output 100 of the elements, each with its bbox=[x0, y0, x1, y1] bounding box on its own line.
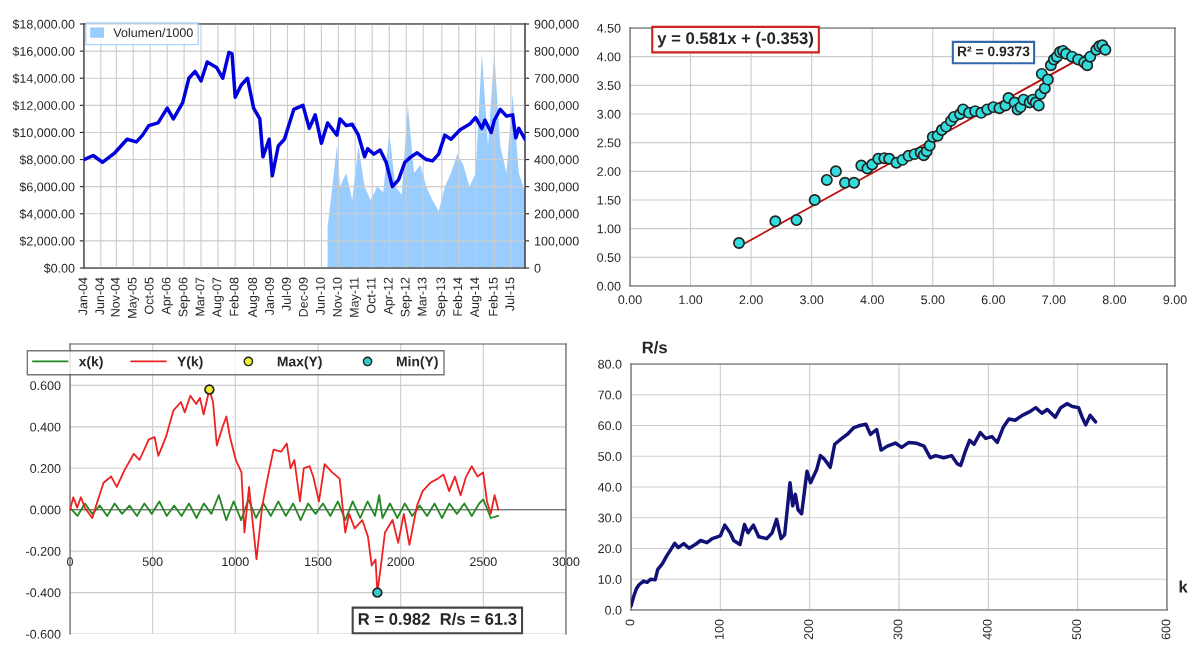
y-tick-label: $0.00 bbox=[43, 263, 75, 274]
x-tick-label: May-11 bbox=[349, 277, 362, 317]
y2-tick-label: 900,000 bbox=[534, 19, 579, 31]
x-tick-label: 5.00 bbox=[921, 295, 945, 305]
y-tick-label: 50.0 bbox=[598, 452, 622, 461]
x-tick-label: 6.00 bbox=[981, 295, 1006, 305]
legend-label: Volumen/1000 bbox=[113, 27, 193, 38]
x-tick-label: 300 bbox=[893, 619, 903, 640]
x-tick-label: Jul-15 bbox=[505, 277, 515, 311]
y-tick-label: 40.0 bbox=[597, 482, 622, 492]
x-tick-label: May-05 bbox=[127, 277, 140, 318]
x-axis-title: k bbox=[1179, 580, 1188, 593]
y-tick-label: 20.0 bbox=[598, 544, 622, 554]
x-tick-label: Apr-06 bbox=[161, 277, 174, 315]
x-tick-label: Sep-06 bbox=[178, 277, 190, 317]
y-tick-label: 0.600 bbox=[30, 381, 61, 391]
y-tick-label: $10,000.00 bbox=[12, 127, 75, 139]
y-tick-label: 0.200 bbox=[30, 464, 61, 473]
x-tick-label: Jan-04 bbox=[78, 277, 88, 316]
x-tick-label: Mar-13 bbox=[417, 277, 427, 316]
x-tick-label: 100 bbox=[714, 619, 724, 639]
x-tick-label: Dec-09 bbox=[298, 277, 308, 317]
annotation: R² = 0.9373 bbox=[957, 46, 1030, 57]
x-tick-label: Oct-11 bbox=[366, 277, 376, 314]
y2-tick-label: 300,000 bbox=[534, 182, 579, 193]
y-tick-label: -0.200 bbox=[26, 546, 61, 556]
x-tick-label: 7.00 bbox=[1042, 295, 1066, 305]
x-tick-label: Aug-07 bbox=[212, 277, 224, 318]
y2-tick-label: 700,000 bbox=[534, 74, 579, 85]
y-tick-label: 4.50 bbox=[596, 23, 621, 33]
y-tick-label: 2.00 bbox=[597, 167, 621, 176]
y-tick-label: $12,000.00 bbox=[12, 100, 75, 112]
x-tick-label: Feb-14 bbox=[452, 277, 463, 316]
legend-label: x(k) bbox=[78, 356, 103, 370]
x-tick-label: Oct-05 bbox=[144, 277, 154, 314]
y2-tick-label: 100,000 bbox=[534, 236, 579, 248]
x-tick-label: Sep-13 bbox=[436, 277, 448, 317]
x-tick-label: Aug-14 bbox=[470, 277, 482, 318]
y-tick-label: 10.0 bbox=[598, 575, 622, 584]
y-tick-label: $18,000.00 bbox=[12, 19, 75, 31]
x-tick-label: 500 bbox=[1072, 619, 1082, 640]
x-tick-label: Feb-15 bbox=[488, 277, 498, 316]
x-tick-label: 500 bbox=[142, 557, 163, 567]
x-tick-label: 1500 bbox=[305, 557, 332, 567]
y-tick-label: $4,000.00 bbox=[19, 209, 75, 220]
y-tick-label: 1.00 bbox=[597, 224, 621, 234]
annotation: R = 0.982 R/s = 61.3 bbox=[358, 612, 517, 626]
x-tick-label: 1.00 bbox=[679, 295, 703, 305]
x-tick-label: Nov-04 bbox=[110, 277, 120, 317]
x-tick-label: Jun-04 bbox=[95, 277, 105, 316]
y-tick-label: 60.0 bbox=[598, 421, 622, 431]
x-tick-label: 3000 bbox=[552, 557, 580, 567]
legend-label: Y(k) bbox=[177, 356, 203, 370]
y-tick-label: 80.0 bbox=[598, 359, 622, 369]
x-tick-label: 600 bbox=[1161, 619, 1171, 640]
x-tick-label: 0 bbox=[67, 557, 73, 567]
line-series bbox=[70, 494, 500, 521]
x-tick-label: 400 bbox=[982, 619, 992, 640]
y-tick-label: -0.400 bbox=[26, 588, 61, 598]
y-tick-label: 0.000 bbox=[30, 505, 61, 515]
y-tick-label: $14,000.00 bbox=[12, 73, 75, 85]
x-tick-label: 9.00 bbox=[1163, 295, 1187, 305]
y-tick-label: $2,000.00 bbox=[19, 236, 75, 248]
y2-tick-label: 800,000 bbox=[534, 46, 579, 58]
y-tick-label: 0.400 bbox=[30, 422, 61, 432]
y-tick-label: 0.0 bbox=[605, 605, 622, 615]
x-tick-label: Mar-07 bbox=[195, 277, 205, 316]
y2-tick-label: 200,000 bbox=[534, 209, 579, 220]
y-tick-label: 4.00 bbox=[596, 52, 621, 62]
x-tick-label: 200 bbox=[804, 619, 814, 640]
y-tick-label: -0.600 bbox=[26, 629, 61, 639]
x-tick-label: 2500 bbox=[470, 557, 497, 567]
y-tick-label: 0.50 bbox=[597, 253, 621, 262]
legend-label: Max(Y) bbox=[277, 356, 322, 370]
y-tick-label: $16,000.00 bbox=[12, 46, 75, 58]
y-tick-label: 2.50 bbox=[597, 138, 621, 148]
y-tick-label: 70.0 bbox=[598, 390, 622, 400]
y2-tick-label: 500,000 bbox=[534, 128, 579, 139]
line-series bbox=[631, 401, 1098, 608]
x-tick-label: 2.00 bbox=[739, 295, 763, 305]
x-tick-label: 0.00 bbox=[618, 295, 642, 305]
x-tick-label: 3.00 bbox=[799, 295, 824, 305]
x-tick-label: Jul-09 bbox=[281, 277, 291, 311]
y2-tick-label: 600,000 bbox=[534, 101, 579, 112]
x-tick-label: 1000 bbox=[222, 557, 249, 567]
x-tick-label: 2000 bbox=[387, 557, 415, 567]
x-tick-label: Jan-09 bbox=[265, 277, 274, 316]
x-tick-label: Nov-10 bbox=[332, 277, 342, 317]
x-tick-label: 0 bbox=[625, 619, 635, 626]
legend-label: Min(Y) bbox=[396, 356, 438, 370]
x-tick-label: Apr-12 bbox=[383, 277, 396, 315]
y2-tick-label: 400,000 bbox=[534, 155, 579, 166]
x-tick-label: Feb-08 bbox=[229, 277, 239, 316]
y-tick-label: $6,000.00 bbox=[19, 181, 75, 193]
y-tick-label: 1.50 bbox=[597, 195, 621, 205]
y-tick-label: 3.00 bbox=[597, 109, 621, 119]
y-tick-label: 30.0 bbox=[598, 513, 622, 523]
y2-tick-label: 0 bbox=[534, 263, 541, 273]
annotation: y = 0.581x + (-0.353) bbox=[657, 31, 814, 48]
y-tick-label: $8,000.00 bbox=[19, 154, 75, 166]
